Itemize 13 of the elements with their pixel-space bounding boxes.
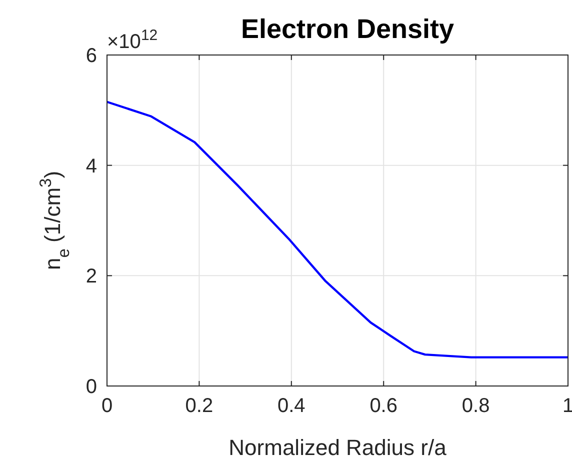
x-tick-label: 0.2 [185, 395, 214, 417]
line-series [106, 100, 570, 358]
x-tick-label: 0.4 [277, 395, 306, 417]
x-axis-title: Normalized Radius r/a [228, 435, 448, 460]
x-tick-label: 0 [101, 395, 113, 417]
x-tick-label: 0.8 [462, 395, 490, 417]
y-tick-label: 0 [86, 376, 97, 398]
text: ×10$^{12}$ [107, 26, 158, 53]
y-tick-label: 6 [86, 45, 97, 67]
y-tick-label: 4 [86, 155, 97, 178]
x-tick-label: 0.6 [370, 395, 398, 417]
y-tick-label: 2 [86, 266, 97, 288]
chart-title: Electron Density [240, 14, 454, 44]
